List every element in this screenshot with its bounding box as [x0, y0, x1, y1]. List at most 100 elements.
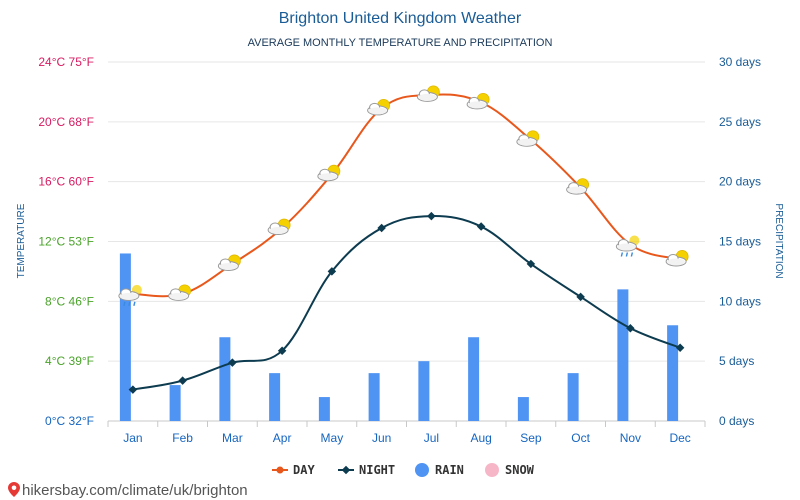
cloud-shape [567, 186, 586, 194]
x-tick-label: Apr [273, 431, 292, 445]
rain-drop [620, 252, 624, 257]
footer: hikersbay.com/climate/uk/brighton [8, 482, 248, 499]
day-line [132, 93, 681, 298]
rain-bar [617, 289, 629, 421]
chart-subtitle: AVERAGE MONTHLY TEMPERATURE AND PRECIPIT… [248, 37, 553, 49]
cloud-shape [119, 292, 138, 300]
left-tick-label: 20°C 68°F [38, 115, 94, 129]
cloud-sun-icon [466, 92, 490, 110]
rain-bar [418, 361, 430, 421]
rain-bars [119, 253, 679, 421]
left-tick-label: 24°C 75°F [38, 55, 94, 69]
rain-bar [517, 397, 529, 421]
x-tick-label: Feb [172, 431, 193, 445]
cloud-sun-icon [665, 250, 689, 267]
night-marker [427, 211, 436, 221]
cloud-sun-icon [168, 284, 192, 301]
rain-bar [219, 337, 231, 421]
cloud-shape [517, 138, 536, 146]
x-tick-label: Aug [470, 431, 491, 445]
left-tick-label: 0°C 32°F [45, 414, 94, 428]
legend-item-rain: RAIN [415, 463, 464, 477]
cloud-sun-icon [317, 164, 341, 182]
right-tick-label: 20 days [719, 175, 761, 189]
cloud-shape [169, 292, 188, 300]
cloud-shape [468, 101, 487, 109]
legend-label: RAIN [435, 463, 464, 477]
rain-bar [119, 253, 131, 421]
rain-bar [667, 325, 679, 421]
weather-icons [118, 85, 689, 307]
rain-drop [630, 252, 634, 257]
x-tick-label: Nov [620, 431, 641, 445]
cloud-sun-icon [217, 254, 241, 271]
x-tick-label: Dec [669, 431, 690, 445]
footer-link[interactable]: hikersbay.com/climate/uk/brighton [22, 482, 248, 499]
rain-bar [468, 337, 480, 421]
rain-drop [128, 301, 131, 307]
cloud-shape [667, 258, 686, 266]
x-tick-label: Oct [571, 431, 590, 445]
legend-marker [341, 465, 351, 475]
cloud-shape [418, 93, 437, 101]
legend: DAY NIGHT RAIN SNOW [272, 463, 535, 477]
rain-drop [123, 301, 126, 307]
night-marker [228, 358, 237, 367]
cloud-sun-icon [566, 178, 590, 195]
legend-marker [276, 466, 284, 474]
x-tick-label: Mar [222, 431, 243, 445]
rain-bar [567, 373, 579, 421]
night-marker [476, 222, 486, 231]
rain-bar [318, 397, 330, 421]
cloud-sun-icon [516, 130, 540, 147]
night-marker [327, 267, 337, 276]
left-axis-label: TEMPERATURE [16, 203, 27, 278]
cloud-sun-icon [367, 98, 391, 116]
cloud-rain-icon [615, 235, 640, 257]
left-tick-label: 4°C 39°F [45, 354, 94, 368]
x-tick-label: Jun [372, 431, 391, 445]
right-tick-label: 10 days [719, 294, 761, 308]
rain-drop [625, 252, 629, 257]
cloud-sun-icon [267, 218, 291, 236]
cloud-shape [269, 227, 288, 235]
rain-bar [269, 373, 281, 421]
rain-bar [368, 373, 380, 421]
cloud-shape [318, 173, 337, 181]
left-tick-label: 12°C 53°F [38, 235, 94, 249]
left-tick-label: 16°C 60°F [38, 175, 94, 189]
right-tick-label: 30 days [719, 55, 761, 69]
right-tick-label: 0 days [719, 414, 754, 428]
x-tick-label: Sep [520, 431, 542, 445]
left-tick-label: 8°C 46°F [45, 294, 94, 308]
night-marker [626, 324, 635, 333]
location-pin-icon [8, 482, 20, 497]
night-marker [277, 346, 287, 355]
night-marker [128, 385, 138, 394]
night-marker [576, 292, 585, 302]
axis-ticks: 0°C 32°F 4°C 39°F 8°C 46°F 12°C 53°F 16°C 60… [38, 55, 761, 445]
legend-label: SNOW [505, 463, 535, 477]
x-tick-label: Jul [424, 431, 439, 445]
temperature-lines [128, 93, 685, 394]
legend-marker [415, 463, 429, 477]
cloud-rain-icon [118, 284, 142, 307]
right-axis-label: PRECIPITATION [773, 203, 784, 278]
cloud-shape [617, 243, 636, 251]
legend-item-day: DAY [272, 463, 315, 477]
rain-drop [133, 301, 136, 307]
x-tick-label: Jan [123, 431, 142, 445]
legend-item-snow: SNOW [485, 463, 535, 477]
night-line [132, 215, 681, 391]
legend-label: DAY [293, 463, 315, 477]
night-marker [178, 376, 187, 385]
cloud-sun-icon [416, 85, 440, 102]
right-tick-label: 15 days [719, 235, 761, 249]
right-tick-label: 25 days [719, 115, 761, 129]
night-marker [377, 223, 386, 233]
cloud-shape [219, 262, 238, 270]
chart-title: Brighton United Kingdom Weather [279, 10, 522, 27]
x-tick-label: May [321, 431, 344, 445]
